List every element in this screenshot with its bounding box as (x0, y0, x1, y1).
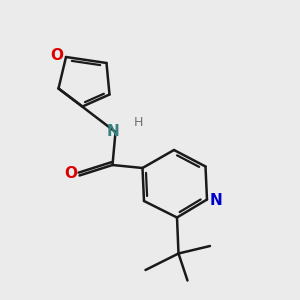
Text: O: O (50, 48, 64, 63)
Text: H: H (133, 116, 143, 130)
Text: O: O (64, 167, 77, 182)
Text: N: N (106, 124, 119, 139)
Text: N: N (210, 193, 222, 208)
